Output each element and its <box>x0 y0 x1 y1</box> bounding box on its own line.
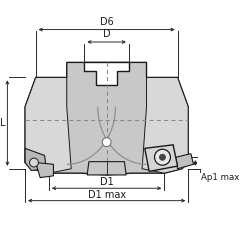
Polygon shape <box>84 62 129 84</box>
Polygon shape <box>176 154 193 169</box>
Text: Ap1 max: Ap1 max <box>201 173 239 182</box>
Circle shape <box>159 154 166 160</box>
Polygon shape <box>145 145 178 171</box>
Polygon shape <box>36 162 54 178</box>
Text: D1 max: D1 max <box>88 190 126 200</box>
Circle shape <box>30 158 38 167</box>
Polygon shape <box>25 148 46 171</box>
Circle shape <box>102 138 111 147</box>
Polygon shape <box>25 62 188 175</box>
Text: D6: D6 <box>100 17 114 27</box>
Text: D1: D1 <box>100 177 114 187</box>
Polygon shape <box>87 162 126 175</box>
Text: L: L <box>0 118 6 128</box>
Text: D: D <box>103 29 110 39</box>
Polygon shape <box>25 78 71 173</box>
Circle shape <box>155 149 170 165</box>
Polygon shape <box>142 78 188 173</box>
